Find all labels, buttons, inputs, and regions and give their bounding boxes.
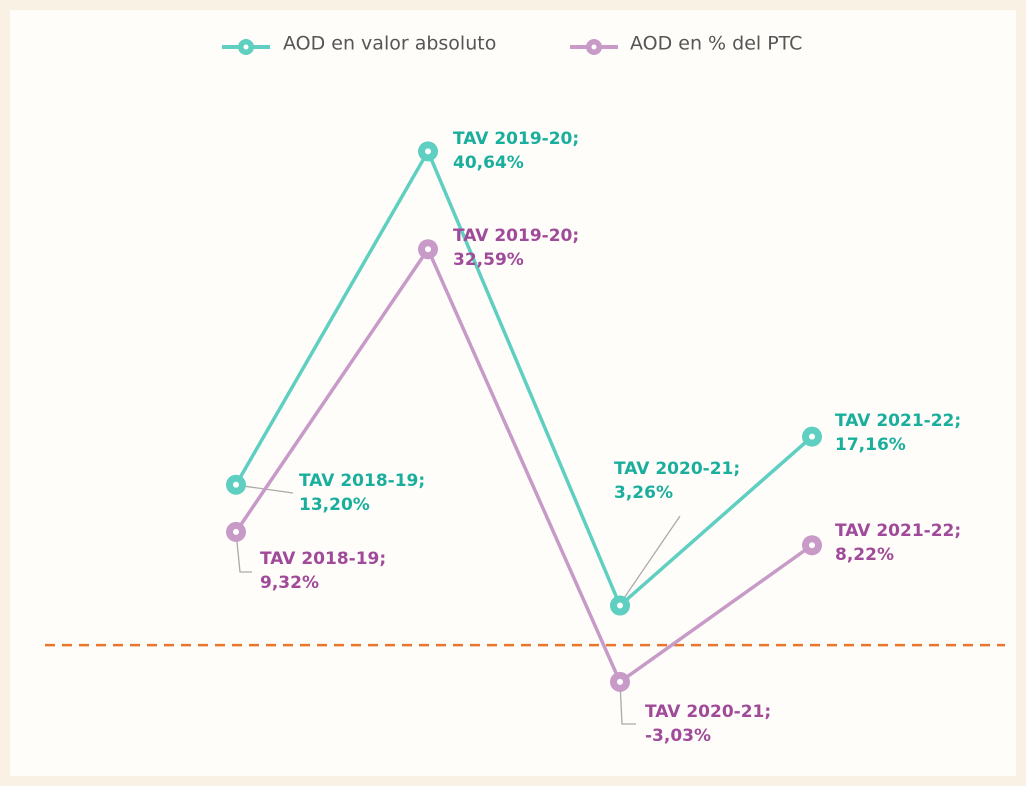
plot-background xyxy=(10,10,1016,776)
data-label: TAV 2018-19; 13,20% xyxy=(299,471,431,515)
marker-dot xyxy=(233,481,239,488)
marker-dot xyxy=(809,542,815,549)
data-label: TAV 2018-19; 9,32% xyxy=(260,549,392,593)
data-label: TAV 2019-20; 40,64% xyxy=(453,129,585,173)
legend-label: AOD en % del PTC xyxy=(630,33,802,55)
leader-line xyxy=(619,515,681,605)
data-label: TAV 2020-21; -3,03% xyxy=(645,702,777,746)
data-label-line: 17,16% xyxy=(835,435,906,455)
marker-dot xyxy=(425,246,431,253)
series-line xyxy=(234,147,814,609)
data-label-line: TAV 2021-22; xyxy=(835,521,967,541)
data-label-line: 9,32% xyxy=(260,573,319,593)
data-label-line: TAV 2019-20; xyxy=(453,129,585,149)
data-label-line: 8,22% xyxy=(835,545,894,565)
data-label-line: TAV 2018-19; xyxy=(260,549,392,569)
data-label: TAV 2020-21; 3,26% xyxy=(614,459,746,503)
marker-dot xyxy=(809,433,815,440)
marker-dot xyxy=(617,678,623,685)
legend-marker-dot xyxy=(591,44,597,50)
marker-dot xyxy=(617,602,623,609)
data-label: TAV 2021-22; 8,22% xyxy=(835,521,967,565)
data-label-line: TAV 2020-21; xyxy=(614,459,746,479)
data-label: TAV 2021-22; 17,16% xyxy=(835,411,967,455)
legend-marker-dot xyxy=(243,44,249,50)
data-label-line: TAV 2020-21; xyxy=(645,702,777,722)
marker-dot xyxy=(233,528,239,535)
data-label: TAV 2019-20; 32,59% xyxy=(453,226,585,270)
data-label-line: -3,03% xyxy=(645,726,711,746)
series-line xyxy=(234,245,814,685)
data-label-line: 3,26% xyxy=(614,483,673,503)
data-label-line: 40,64% xyxy=(453,153,524,173)
marker-dot xyxy=(425,148,431,155)
leader-line xyxy=(619,681,636,725)
data-label-line: TAV 2018-19; xyxy=(299,471,431,491)
data-label-line: TAV 2019-20; xyxy=(453,226,585,246)
data-label-line: 32,59% xyxy=(453,250,524,270)
data-label-line: TAV 2021-22; xyxy=(835,411,967,431)
legend-label: AOD en valor absoluto xyxy=(283,33,496,55)
data-label-line: 13,20% xyxy=(299,495,370,515)
leader-line xyxy=(235,531,252,573)
